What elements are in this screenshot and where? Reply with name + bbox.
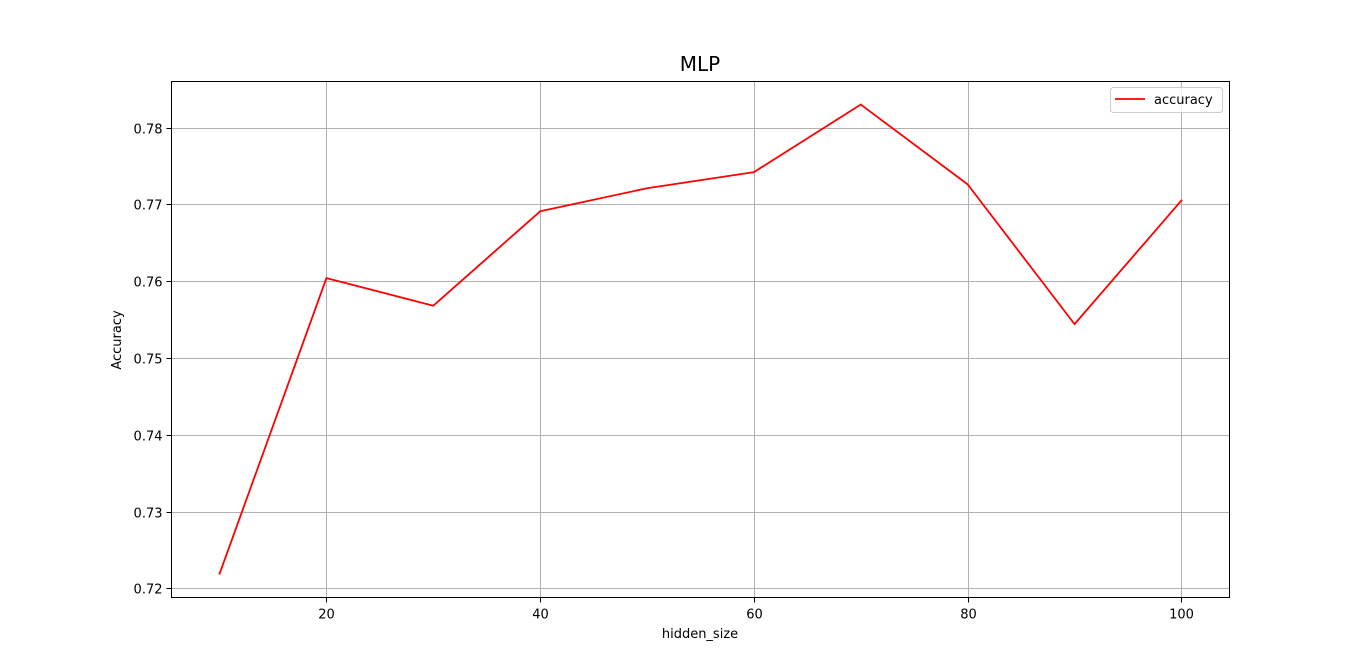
y-tick-label: 0.77 (134, 199, 163, 214)
y-tick-label: 0.73 (134, 507, 163, 522)
chart-title: MLP (680, 52, 720, 76)
y-tick-label: 0.75 (134, 353, 163, 368)
data-point (218, 572, 221, 575)
data-point (539, 210, 542, 213)
plot-frame (171, 81, 1230, 598)
data-point (753, 171, 755, 174)
y-tick-label: 0.72 (134, 583, 163, 598)
series-lines (218, 103, 1183, 575)
series-line-accuracy (218, 103, 1183, 575)
x-tick-label: 20 (318, 608, 335, 623)
data-point (325, 277, 328, 279)
legend: accuracy (1110, 87, 1223, 113)
x-tick-label: 100 (1169, 608, 1194, 623)
data-point (859, 103, 862, 106)
x-axis-label: hidden_size (662, 627, 738, 642)
data-point (966, 183, 969, 186)
y-axis-ticks: 0.72 0.73 0.74 0.75 0.76 0.77 0.78 (134, 123, 172, 598)
x-tick-label: 40 (532, 608, 549, 623)
legend-box (1110, 87, 1223, 113)
x-axis-ticks: 20 40 60 80 100 (318, 597, 1194, 623)
grid-lines (171, 81, 1230, 598)
legend-label: accuracy (1154, 93, 1213, 108)
data-point (646, 187, 648, 190)
data-point (1073, 323, 1076, 326)
y-tick-label: 0.74 (134, 430, 163, 445)
x-tick-label: 60 (746, 608, 763, 623)
x-tick-label: 80 (960, 608, 977, 623)
data-point (432, 304, 435, 307)
y-axis-label: Accuracy (110, 310, 125, 370)
y-tick-label: 0.78 (134, 123, 163, 138)
data-point (1180, 199, 1183, 202)
y-tick-label: 0.76 (134, 276, 163, 291)
